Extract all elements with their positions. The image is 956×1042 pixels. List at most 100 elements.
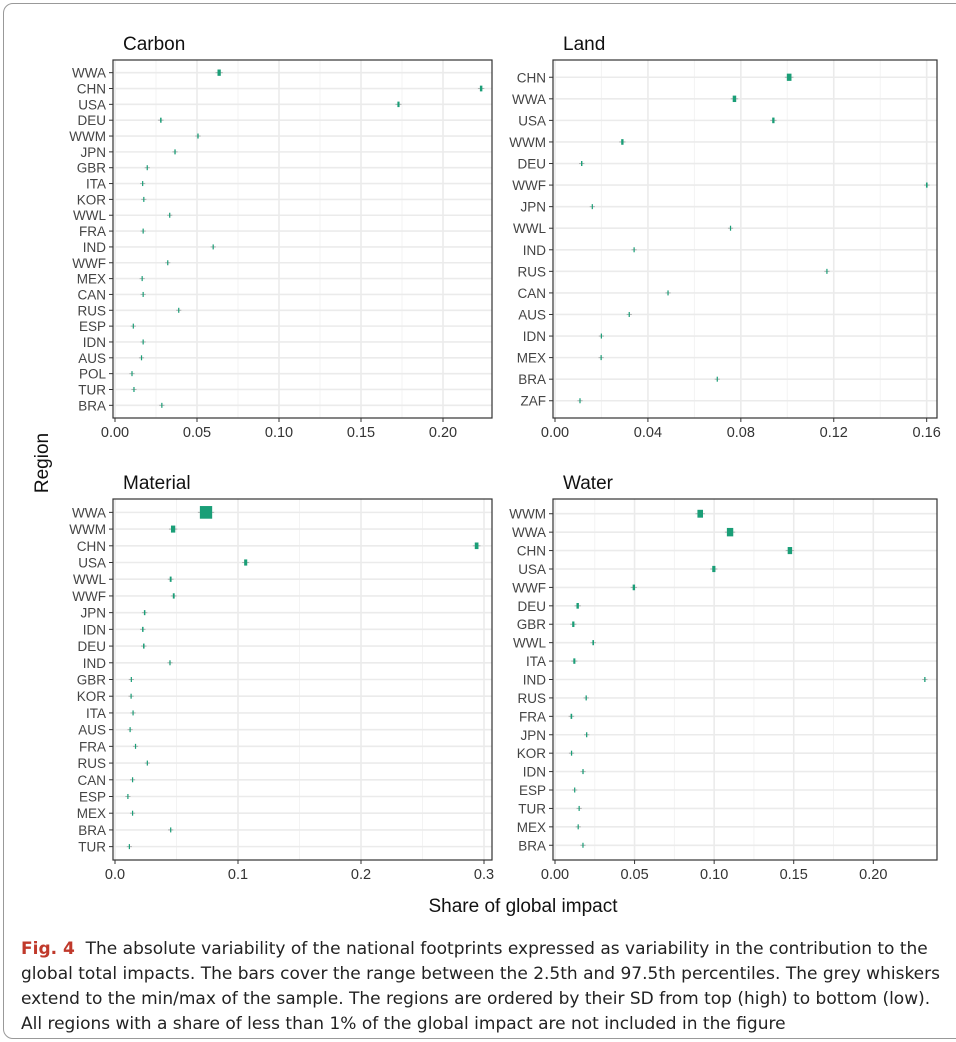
plot-border bbox=[552, 59, 938, 419]
y-tick-label: WWL bbox=[73, 572, 106, 587]
y-tick-label: TUR bbox=[78, 840, 106, 855]
bar-esp bbox=[127, 793, 129, 799]
y-tick-label: ESP bbox=[79, 789, 106, 804]
bar-idn bbox=[142, 339, 144, 345]
bar-mex bbox=[600, 355, 602, 361]
bar-deu bbox=[581, 161, 583, 167]
y-tick-label: WWF bbox=[72, 589, 106, 604]
x-tick-label: 0.20 bbox=[859, 867, 887, 883]
x-tick-label: 0.00 bbox=[101, 425, 129, 441]
x-tick-label: 0.12 bbox=[820, 425, 848, 441]
bar-ita bbox=[132, 710, 134, 716]
bar-can bbox=[667, 290, 669, 296]
y-tick-label: AUS bbox=[78, 351, 106, 366]
bar-bra bbox=[716, 376, 718, 382]
panel-carbon: CarbonWWACHNUSADEUWWMJPNGBRITAKORWWLFRAI… bbox=[69, 34, 493, 441]
bar-can bbox=[142, 291, 144, 297]
bar-deu bbox=[576, 602, 579, 609]
panel-water: Water WWM WWA CHN USA WWF DEU GBR WWL ITA IND RUS FR… bbox=[509, 473, 938, 883]
bar-bra bbox=[582, 842, 584, 848]
y-tick-label: WWA bbox=[512, 92, 546, 107]
y-tick-label: WWF bbox=[512, 580, 546, 595]
y-tick-label: FRA bbox=[79, 739, 106, 754]
bar-wwm bbox=[197, 133, 199, 139]
y-tick-label: USA bbox=[78, 97, 106, 112]
y-tick-label: CHN bbox=[517, 544, 546, 559]
y-tick-label: WWL bbox=[513, 221, 546, 236]
y-tick-label: GBR bbox=[517, 617, 547, 632]
bar-mex bbox=[141, 276, 143, 282]
y-tick-label: TUR bbox=[78, 382, 106, 397]
bar-tur bbox=[133, 386, 135, 392]
y-tick-label: MEX bbox=[517, 820, 546, 835]
bar-chn bbox=[474, 542, 479, 550]
bar-usa bbox=[712, 565, 716, 573]
caption-label: Fig. 4 bbox=[21, 939, 75, 959]
bar-jpn bbox=[591, 204, 593, 210]
y-tick-label: DEU bbox=[77, 639, 106, 654]
x-tick-label: 0.16 bbox=[913, 425, 941, 441]
y-tick-label: IDN bbox=[523, 765, 546, 780]
bar-fra bbox=[142, 228, 144, 234]
panel-land: Land CHN WWA USA WWM DEU WWF JPN WWL IND RUS CAN AUS… bbox=[509, 34, 941, 441]
bar-aus bbox=[140, 355, 143, 361]
bar-wwf bbox=[925, 182, 928, 188]
y-tick-label: BRA bbox=[78, 398, 106, 413]
x-axis-title: Share of global impact bbox=[428, 896, 618, 917]
bar-fra bbox=[134, 743, 137, 749]
x-tick-label: 0.08 bbox=[727, 425, 755, 441]
y-tick-label: POL bbox=[79, 367, 107, 382]
bar-wwa bbox=[217, 69, 221, 76]
y-tick-label: WWM bbox=[69, 129, 106, 144]
bar-wwm bbox=[697, 509, 704, 518]
bar-ind bbox=[169, 660, 171, 666]
bar-rus bbox=[585, 695, 587, 701]
bar-ita bbox=[573, 658, 576, 664]
y-tick-label: ITA bbox=[86, 177, 106, 192]
bar-kor bbox=[130, 693, 132, 699]
y-tick-label: TUR bbox=[518, 801, 546, 816]
y-tick-label: CAN bbox=[77, 773, 106, 788]
y-tick-label: ESP bbox=[79, 319, 106, 334]
bar-bra bbox=[161, 402, 163, 408]
y-tick-label: WWA bbox=[72, 505, 106, 520]
y-tick-label: CHN bbox=[77, 539, 106, 554]
y-tick-label: ITA bbox=[526, 654, 546, 669]
bar-zaf bbox=[579, 398, 581, 404]
x-tick-label: 0.00 bbox=[541, 867, 569, 883]
bar-fra bbox=[570, 713, 573, 719]
figure-caption: Fig. 4 The absolute variability of the n… bbox=[21, 937, 941, 1037]
y-tick-label: IDN bbox=[523, 329, 546, 344]
bar-idn bbox=[600, 333, 602, 339]
y-tick-label: USA bbox=[518, 562, 546, 577]
bar-rus bbox=[146, 760, 148, 766]
bar-wwa bbox=[726, 527, 734, 537]
x-tick-label: 0.15 bbox=[780, 867, 808, 883]
bar-rus bbox=[826, 268, 828, 274]
y-tick-label: WWM bbox=[509, 135, 546, 150]
y-tick-label: GBR bbox=[77, 161, 107, 176]
y-tick-label: MEX bbox=[77, 806, 106, 821]
y-tick-label: RUS bbox=[517, 264, 546, 279]
figure-canvas: Region Share of global impact CarbonWWAC… bbox=[32, 34, 941, 917]
bar-mex bbox=[577, 824, 579, 830]
y-axis-title: Region bbox=[32, 433, 53, 493]
bar-gbr bbox=[130, 677, 132, 682]
bar-wwm bbox=[621, 139, 624, 145]
x-tick-label: 0.10 bbox=[265, 425, 293, 441]
x-tick-label: 0.0 bbox=[105, 867, 125, 883]
y-tick-label: IND bbox=[523, 673, 547, 688]
y-tick-label: CAN bbox=[517, 286, 546, 301]
bar-chn bbox=[479, 85, 483, 92]
y-tick-label: GBR bbox=[77, 673, 107, 688]
y-tick-label: MEX bbox=[517, 351, 546, 366]
bar-usa bbox=[244, 559, 248, 566]
y-tick-label: WWM bbox=[69, 522, 106, 537]
bar-pol bbox=[131, 371, 133, 377]
y-tick-label: IND bbox=[83, 240, 107, 255]
bar-wwl bbox=[169, 576, 172, 582]
bar-can bbox=[131, 777, 134, 783]
bar-wwf bbox=[167, 260, 169, 266]
bar-bra bbox=[170, 827, 172, 833]
y-tick-label: JPN bbox=[80, 606, 106, 621]
